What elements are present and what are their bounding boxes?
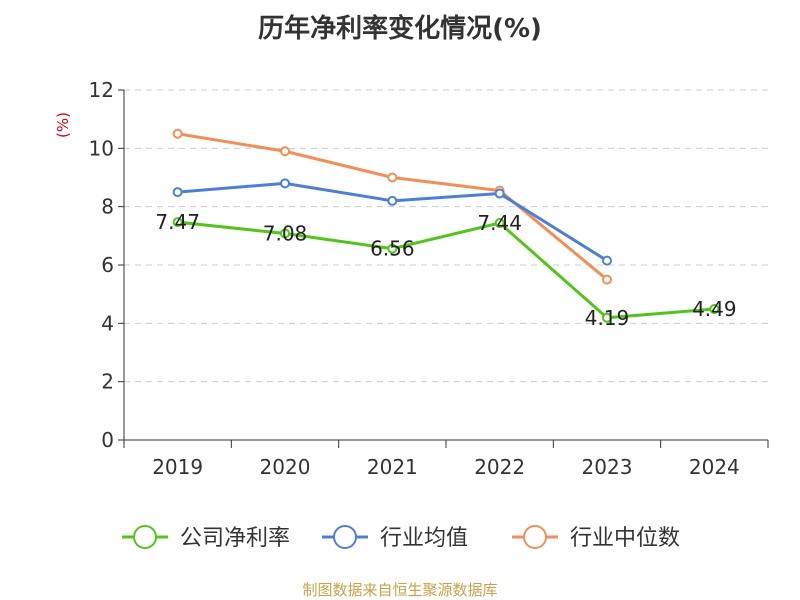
x-tick-label: 2022 (474, 455, 525, 479)
x-tick-label: 2024 (689, 455, 740, 479)
data-label: 4.19 (585, 306, 630, 330)
x-tick-label: 2023 (582, 455, 633, 479)
x-tick-label: 2020 (260, 455, 311, 479)
y-tick-label: 0 (101, 428, 114, 452)
y-tick-label: 2 (101, 370, 114, 394)
data-point-2 (172, 128, 183, 139)
data-label: 7.44 (477, 211, 522, 235)
data-point-0 (172, 217, 183, 228)
legend-label: 行业均值 (380, 526, 468, 551)
data-point-0 (387, 243, 398, 254)
legend-label: 公司净利率 (180, 526, 290, 551)
y-tick-label: 10 (89, 136, 114, 160)
data-point-1 (172, 187, 183, 198)
data-point-1 (387, 195, 398, 206)
data-point-2 (280, 146, 290, 157)
x-tick-label: 2021 (367, 455, 418, 479)
legend-label: 行业中位数 (570, 526, 680, 551)
y-tick-label: 8 (101, 195, 114, 219)
data-label: 7.47 (155, 210, 200, 234)
data-point-0 (709, 304, 720, 315)
legend: 公司净利率 行业均值 行业中位数 (122, 525, 680, 551)
data-label: 4.49 (692, 297, 737, 321)
y-tick-label: 4 (101, 311, 114, 335)
data-label: 7.08 (263, 222, 308, 246)
data-point-1 (494, 188, 505, 199)
data-point-2 (602, 274, 612, 285)
data-point-1 (602, 255, 612, 266)
legend-marker-0 (133, 525, 157, 549)
series-lines (172, 128, 720, 323)
source-note: 制图数据来自恒生聚源数据库 (302, 581, 498, 599)
data-point-1 (280, 178, 290, 189)
data-point-0 (602, 312, 612, 323)
y-tick-label: 12 (89, 78, 114, 102)
data-label: 6.56 (370, 237, 415, 261)
gridlines (124, 89, 768, 383)
data-point-0 (494, 218, 505, 228)
data-point-0 (280, 228, 290, 239)
chart-title: 历年净利率变化情况(%) (258, 14, 542, 44)
legend-marker-2 (523, 525, 547, 549)
data-point-2 (387, 172, 398, 183)
legend-marker-1 (333, 525, 357, 549)
y-axis-label: (%) (54, 112, 72, 138)
data-labels: 7.47 7.08 6.56 7.44 4.19 4.49 (155, 210, 736, 330)
x-tick-label: 2019 (152, 455, 203, 479)
y-tick-label: 6 (101, 253, 114, 277)
axes: 0 2 4 6 8 10 12 (%) 2019 2020 2021 2022 2023 2024 (54, 78, 769, 479)
series-line-0 (177, 220, 715, 320)
